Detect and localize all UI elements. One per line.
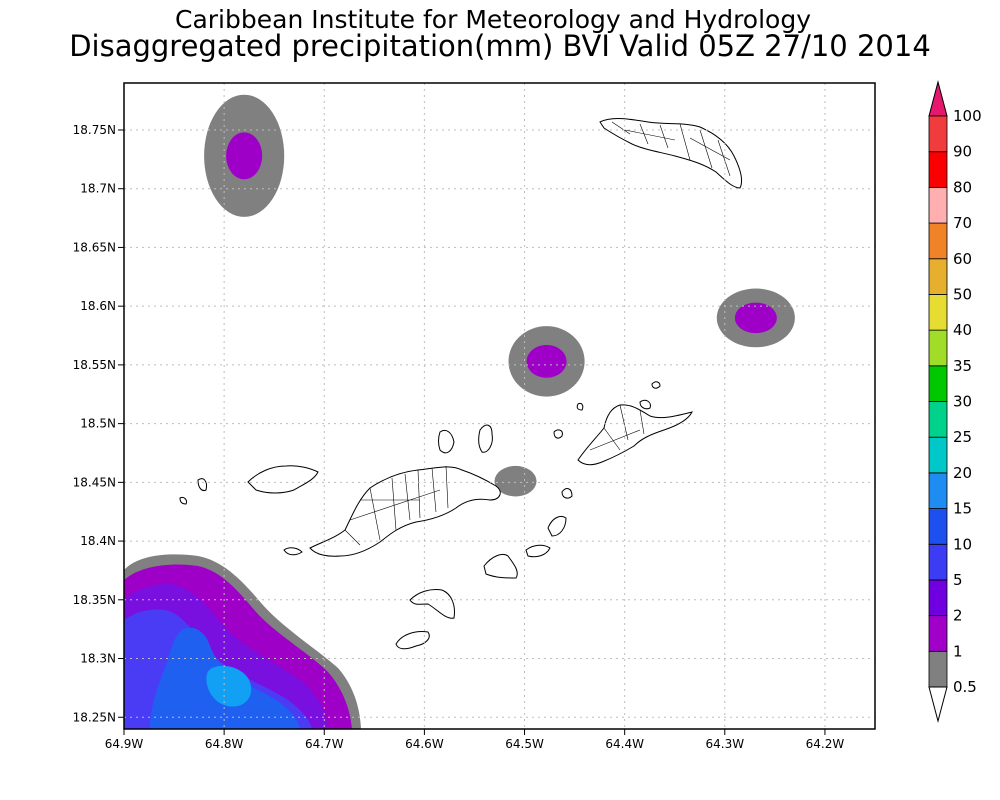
colorbar-label: 70: [953, 214, 972, 232]
lat-tick-label: 18.4N: [80, 534, 116, 548]
lon-tick-label: 64.8W: [205, 737, 244, 751]
colorbar-segment: [928, 401, 948, 438]
lon-tick-label: 64.5W: [505, 737, 544, 751]
rain-cell-3-level-1: [734, 302, 777, 334]
island-outlines: [179, 118, 743, 650]
island-small-7: [547, 515, 567, 537]
island-small-13: [639, 399, 651, 410]
colorbar-segment: [928, 294, 948, 331]
lat-tick-label: 18.55N: [73, 358, 116, 372]
colorbar-label: 35: [953, 357, 972, 375]
island-small-1: [409, 589, 455, 619]
lon-tick-label: 64.6W: [405, 737, 444, 751]
colorbar-segment: [928, 650, 948, 688]
colorbar-segment: [928, 222, 948, 260]
island-tortola: [309, 466, 501, 557]
island-small-4: [525, 544, 551, 558]
colorbar-label: 1: [953, 642, 963, 660]
lon-tick-label: 64.9W: [105, 737, 144, 751]
lat-tick-label: 18.65N: [73, 240, 116, 254]
lat-tick-label: 18.25N: [73, 710, 116, 724]
colorbar-segment: [928, 472, 948, 509]
colorbar-label: 30: [953, 393, 972, 411]
colorbar-label: 2: [953, 607, 963, 625]
title-product: Disaggregated precipitation(mm) BVI Vali…: [69, 29, 931, 63]
lat-tick-label: 18.6N: [80, 299, 116, 313]
island-small-14: [561, 488, 573, 499]
colorbar-min-arrow: [928, 686, 948, 723]
colorbar-label: 15: [953, 500, 972, 518]
rain-cell-1-level-1: [226, 132, 263, 180]
title-institute: Caribbean Institute for Meteorology and …: [175, 5, 811, 34]
colorbar-max-arrow: [928, 80, 948, 117]
map-grid: [124, 83, 875, 729]
lon-tick-label: 64.3W: [706, 737, 745, 751]
colorbar-label: 60: [953, 250, 972, 268]
colorbar-label: 25: [953, 428, 972, 446]
colorbar-label: 100: [953, 107, 982, 125]
colorbar-segment: [928, 115, 948, 153]
colorbar-segment: [928, 436, 948, 474]
colorbar-label: 90: [953, 143, 972, 161]
lat-tick-label: 18.35N: [73, 593, 116, 607]
lat-tick-label: 18.75N: [73, 123, 116, 137]
lon-tick-label: 64.2W: [806, 737, 845, 751]
colorbar-label: 80: [953, 178, 972, 196]
island-small-12: [651, 381, 661, 389]
island-virgin-gorda: [577, 404, 693, 466]
colorbar-segment: [928, 579, 948, 617]
lon-tick-label: 64.7W: [305, 737, 344, 751]
colorbar-segment: [928, 543, 948, 581]
colorbar-segment: [928, 186, 948, 224]
rain-area-level-5: [206, 665, 252, 707]
lat-tick-label: 18.7N: [80, 182, 116, 196]
precipitation-layer: [124, 554, 361, 729]
lat-tick-label: 18.45N: [73, 475, 116, 489]
colorbar-label: 5: [953, 571, 963, 589]
colorbar-segment: [928, 508, 948, 545]
island-small-5: [478, 424, 493, 453]
island-small-10: [179, 497, 187, 505]
colorbar-segment: [928, 151, 948, 188]
island-small-2: [395, 631, 430, 650]
island-jost-van-dyke: [247, 465, 319, 494]
island-small-6: [438, 429, 455, 454]
colorbar-label: 50: [953, 285, 972, 303]
island-anegada: [599, 118, 743, 189]
colorbar-segment: [928, 365, 948, 402]
colorbar-label: 10: [953, 535, 972, 553]
island-small-9: [197, 478, 207, 491]
lat-tick-label: 18.3N: [80, 652, 116, 666]
colorbar-label: 40: [953, 321, 972, 339]
colorbar-label: 0.5: [953, 678, 977, 696]
longitude-ticks: 64.9W 64.8W 64.7W 64.6W 64.5W 64.4W 64.3W 64.2W: [105, 729, 845, 751]
island-small-15: [576, 403, 584, 411]
island-small-8: [283, 547, 303, 556]
colorbar-segment: [928, 615, 948, 652]
latitude-ticks: 18.25N 18.3N 18.35N 18.4N 18.45N 18.5N 18.55N 1…: [73, 123, 124, 724]
island-small-11: [553, 429, 563, 439]
colorbar-segment: [928, 329, 948, 367]
island-small-3: [483, 553, 518, 579]
lat-tick-label: 18.5N: [80, 417, 116, 431]
map-plot: 64.9W 64.8W 64.7W 64.6W 64.5W 64.4W 64.3W 64.2W…: [73, 82, 876, 751]
map-frame: [123, 82, 876, 730]
colorbar-label: 20: [953, 464, 972, 482]
rain-cell-2-level-1: [526, 344, 567, 378]
colorbar-segment: [928, 258, 948, 295]
rain-cell-4-level-0: [494, 465, 537, 497]
lon-tick-label: 64.4W: [605, 737, 644, 751]
